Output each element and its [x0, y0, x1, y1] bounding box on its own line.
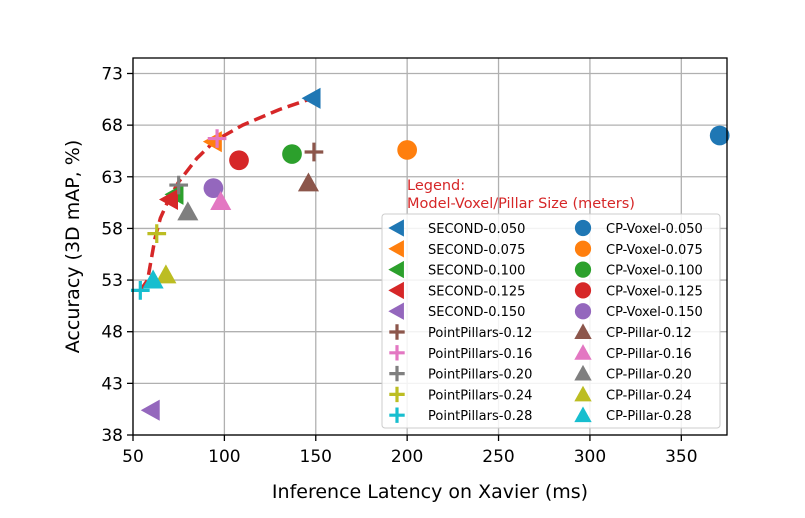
legend-entry-label: SECOND-0.075: [428, 243, 525, 258]
x-tick-label: 200: [391, 447, 423, 467]
legend-entry-label: CP-Voxel-0.100: [606, 264, 703, 279]
legend-entry-label: PointPillars-0.12: [428, 326, 532, 341]
y-tick-label: 48: [101, 323, 123, 343]
data-point-second-0-050: [301, 87, 321, 109]
data-point-pointpillars-0-12: [304, 142, 324, 162]
y-tick-label: 68: [101, 116, 123, 136]
x-axis-title: Inference Latency on Xavier (ms): [272, 481, 588, 503]
legend-marker: [574, 364, 592, 381]
y-tick-label: 63: [101, 168, 123, 188]
legend-entry-label: CP-Pillar-0.20: [606, 368, 692, 383]
legend-entry-label: CP-Pillar-0.16: [606, 347, 692, 362]
y-axis-title: Accuracy (3D mAP, %): [62, 140, 84, 353]
data-point-cp-voxel-0-050: [709, 125, 730, 146]
data-point-cp-voxel-0-100: [282, 144, 302, 164]
legend-entry-label: SECOND-0.150: [428, 305, 525, 320]
y-tick-label: 43: [101, 374, 123, 394]
legend-entry-label: CP-Voxel-0.050: [606, 222, 703, 237]
legend-title-line-2: Model-Voxel/Pillar Size (meters): [407, 196, 635, 212]
legend-marker: [574, 303, 592, 320]
data-point-pointpillars-0-24: [147, 224, 167, 243]
legend-marker: [389, 365, 405, 382]
legend-marker: [389, 386, 405, 403]
x-tick-label: 150: [300, 447, 332, 467]
data-point-cp-pillar-0-24: [155, 264, 177, 284]
legend-entry-label: SECOND-0.100: [428, 264, 525, 279]
data-point-second-0-125: [159, 188, 178, 211]
legend-box: [381, 213, 721, 429]
legend-marker: [389, 345, 405, 361]
axis-ticks: 50 100 150 200 250 300 350 38 43 48 53 58 63 68 73: [101, 64, 697, 467]
data-point-cp-voxel-0-075: [397, 140, 418, 160]
legend-marker: [574, 385, 592, 402]
legend-marker: [574, 406, 592, 423]
legend-entry-label: PointPillars-0.28: [428, 409, 532, 424]
legend-marker: [389, 324, 405, 340]
data-points: [130, 87, 730, 421]
x-tick-label: 250: [482, 447, 514, 467]
x-tick-label: 350: [665, 447, 697, 467]
legend-entry-label: PointPillars-0.16: [428, 347, 532, 362]
legend-marker: [574, 282, 592, 299]
x-tick-label: 300: [574, 447, 606, 467]
data-point-pointpillars-0-16: [207, 129, 227, 148]
data-point-cp-voxel-0-150: [203, 178, 224, 199]
plot-area-frame: [132, 57, 728, 436]
legend-entry-label: CP-Voxel-0.075: [606, 243, 703, 258]
legend-marker: [388, 260, 404, 279]
legend-entry-label: CP-Voxel-0.125: [606, 284, 703, 299]
x-tick-label: 50: [122, 447, 144, 467]
data-point-cp-pillar-0-28: [142, 269, 164, 289]
data-point-cp-pillar-0-12: [297, 172, 319, 192]
legend-entry-label: CP-Pillar-0.12: [606, 326, 692, 341]
legend-entry-label: CP-Pillar-0.24: [606, 388, 692, 403]
y-tick-label: 73: [101, 64, 123, 84]
legend-entry-label: PointPillars-0.24: [428, 388, 532, 403]
y-tick-label: 53: [101, 271, 123, 291]
legend-entry-label: CP-Pillar-0.28: [606, 409, 692, 424]
data-point-pointpillars-0-28: [130, 281, 150, 300]
data-point-pointpillars-0-20: [169, 175, 189, 195]
data-point-cp-pillar-0-20: [177, 201, 199, 221]
legend-marker: [574, 323, 592, 339]
legend-entry-label: PointPillars-0.20: [428, 368, 532, 383]
data-point-second-0-150: [140, 399, 160, 421]
legend-marker: [574, 344, 592, 360]
legend-marker: [574, 219, 592, 237]
legend: SECOND-0.050 SECOND-0.075 SECOND-0.100 SECO…: [381, 213, 721, 429]
legend-marker: [574, 240, 592, 257]
legend-title-line-1: Legend:: [407, 178, 465, 194]
data-point-second-0-075: [202, 131, 222, 153]
legend-marker: [388, 240, 404, 258]
y-tick-label: 58: [101, 219, 123, 239]
y-tick-label: 38: [101, 426, 123, 446]
legend-entry-label: SECOND-0.125: [428, 284, 525, 299]
legend-marker: [389, 407, 405, 423]
legend-entry-label: CP-Voxel-0.150: [606, 305, 703, 320]
x-tick-label: 100: [208, 447, 240, 467]
legend-marker: [388, 219, 404, 237]
legend-marker: [388, 281, 404, 300]
data-point-cp-pillar-0-16: [210, 191, 232, 211]
legend-entry-label: SECOND-0.050: [428, 222, 525, 237]
data-point-cp-voxel-0-125: [229, 150, 249, 171]
legend-marker: [574, 261, 592, 278]
legend-marker: [388, 302, 404, 320]
